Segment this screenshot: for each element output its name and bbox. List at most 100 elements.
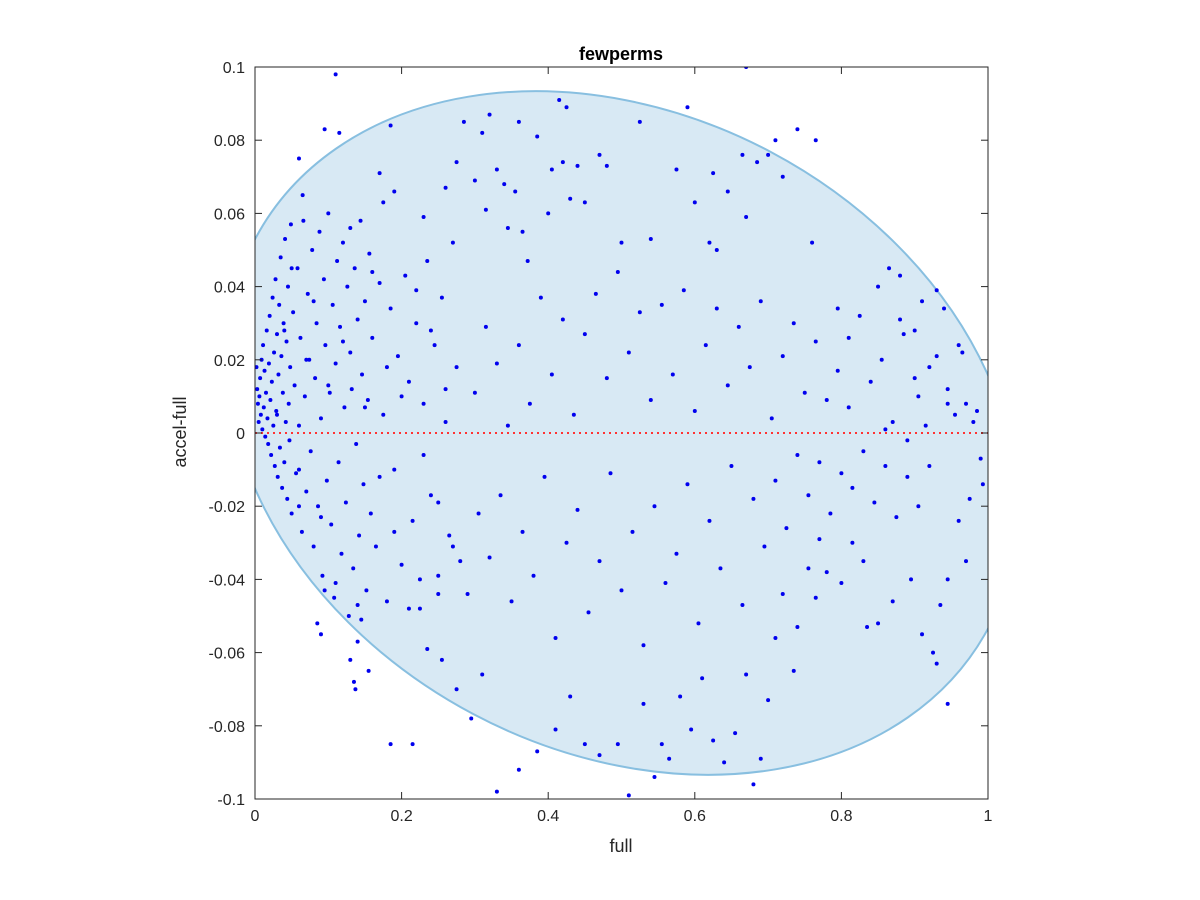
- x-tick-label: 1: [984, 808, 993, 825]
- scatter-point: [286, 401, 291, 406]
- scatter-point: [469, 716, 474, 721]
- scatter-point: [365, 398, 370, 403]
- scatter-point: [791, 668, 796, 673]
- points-layer: [255, 67, 985, 798]
- scatter-point: [542, 474, 547, 479]
- scatter-point: [458, 559, 463, 564]
- y-tick-label: 0.1: [223, 60, 245, 77]
- scatter-point: [953, 412, 958, 417]
- x-tick-label: 0.2: [390, 808, 412, 825]
- scatter-point: [322, 127, 327, 132]
- scatter-point: [296, 504, 301, 509]
- scatter-point: [520, 229, 525, 234]
- scatter-point: [388, 123, 393, 128]
- scatter-point: [894, 515, 899, 520]
- scatter-point: [275, 474, 280, 479]
- scatter-point: [366, 668, 371, 673]
- scatter-point: [308, 449, 313, 454]
- scatter-point: [817, 537, 822, 542]
- scatter-point: [284, 339, 289, 344]
- scatter-point: [353, 687, 358, 692]
- scatter-point: [509, 599, 514, 604]
- scatter-point: [483, 207, 488, 212]
- y-tick-layer: -0.1 -0.08 -0.06 -0.04 -0.02 0 0.02 0.04 0.06 0.0…: [209, 60, 988, 809]
- scatter-point: [265, 416, 270, 421]
- scatter-point: [304, 357, 309, 362]
- scatter-point: [324, 478, 329, 483]
- scatter-point: [861, 449, 866, 454]
- scatter-point: [582, 200, 587, 205]
- scatter-point: [406, 379, 411, 384]
- scatter-point: [261, 405, 266, 410]
- scatter-point: [817, 460, 822, 465]
- scatter-point: [364, 588, 369, 593]
- scatter-point: [377, 171, 382, 176]
- scatter-point: [791, 321, 796, 326]
- scatter-point: [714, 306, 719, 311]
- scatter-point: [304, 489, 309, 494]
- scatter-point: [615, 269, 620, 274]
- scatter-point: [340, 339, 345, 344]
- scatter-point: [813, 339, 818, 344]
- y-tick-label: 0.04: [214, 280, 245, 297]
- scatter-point: [454, 687, 459, 692]
- scatter-point: [281, 321, 286, 326]
- scatter-point: [839, 581, 844, 586]
- scatter-point: [277, 445, 282, 450]
- scatter-point: [755, 160, 760, 165]
- scatter-point: [722, 760, 727, 765]
- scatter-point: [711, 738, 716, 743]
- scatter-point: [263, 390, 268, 395]
- scatter-point: [280, 485, 285, 490]
- y-tick-label: -0.1: [217, 792, 245, 809]
- scatter-point: [560, 160, 565, 165]
- scatter-point: [436, 573, 441, 578]
- scatter-point: [604, 376, 609, 381]
- scatter-point: [311, 544, 316, 549]
- scatter-point: [498, 493, 503, 498]
- scatter-point: [784, 526, 789, 531]
- scatter-point: [744, 672, 749, 677]
- scatter-point: [883, 463, 888, 468]
- scatter-point: [648, 398, 653, 403]
- scatter-point: [296, 467, 301, 472]
- scatter-point: [392, 529, 397, 534]
- scatter-point: [302, 394, 307, 399]
- scatter-point: [810, 240, 815, 245]
- scatter-point: [310, 248, 315, 252]
- scatter-point: [322, 588, 327, 593]
- scatter-point: [557, 97, 562, 102]
- scatter-point: [330, 302, 335, 307]
- scatter-point: [443, 387, 448, 392]
- scatter-point: [480, 672, 485, 677]
- scatter-point: [494, 789, 499, 794]
- scatter-point: [362, 299, 367, 304]
- scatter-point: [370, 269, 375, 274]
- y-tick-label: -0.04: [209, 572, 246, 589]
- y-tick-label: 0.02: [214, 353, 245, 370]
- scatter-point: [850, 485, 855, 490]
- scatter-point: [608, 471, 613, 476]
- scatter-point: [406, 606, 411, 611]
- scatter-point: [318, 632, 323, 637]
- scatter-point: [835, 368, 840, 373]
- scatter-point: [261, 343, 266, 348]
- scatter-point: [857, 313, 862, 318]
- scatter-point: [795, 452, 800, 457]
- scatter-point: [276, 372, 281, 377]
- scatter-point: [740, 152, 745, 157]
- scatter-point: [733, 731, 738, 736]
- scatter-point: [461, 119, 466, 124]
- scatter-point: [403, 273, 408, 278]
- scatter-point: [494, 167, 499, 172]
- scatter-point: [316, 504, 321, 509]
- scatter-point: [359, 617, 364, 622]
- y-tick-label: 0: [236, 426, 245, 443]
- scatter-point: [274, 412, 279, 417]
- y-tick-label: -0.08: [209, 719, 246, 736]
- scatter-point: [266, 441, 271, 446]
- scatter-point: [483, 324, 488, 329]
- scatter-point: [872, 500, 877, 505]
- scatter-point: [327, 390, 332, 395]
- scatter-point: [392, 467, 397, 472]
